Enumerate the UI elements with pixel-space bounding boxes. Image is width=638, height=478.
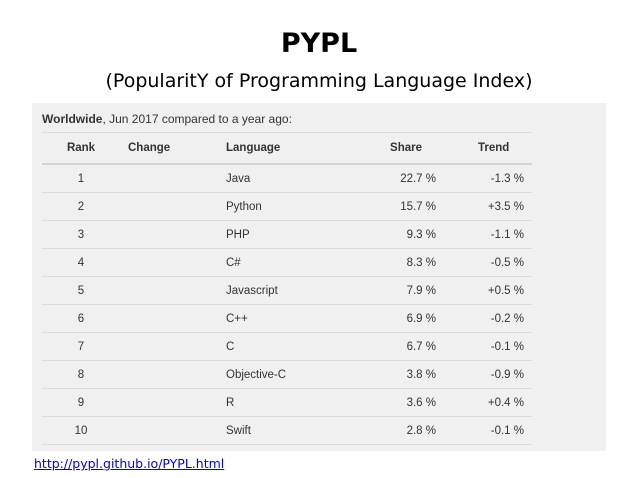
table-row: 10 Swift 2.8 % -0.1 % (42, 416, 532, 445)
column-header-trend: Trend (444, 132, 532, 165)
language-cell: Swift (218, 416, 346, 445)
slide-title: PYPL (280, 28, 358, 59)
table-row: 4 C# 8.3 % -0.5 % (42, 248, 532, 277)
share-cell: 6.7 % (346, 332, 444, 361)
trend-cell: -0.1 % (444, 332, 532, 361)
column-header-change: Change (120, 132, 218, 165)
change-cell (120, 164, 218, 193)
slide-subtitle: (PopularitY of Programming Language Inde… (105, 70, 533, 92)
change-cell (120, 276, 218, 305)
share-cell: 2.8 % (346, 416, 444, 445)
share-cell: 7.9 % (346, 276, 444, 305)
trend-cell: +0.5 % (444, 276, 532, 305)
rank-cell: 3 (42, 220, 120, 249)
language-cell: Javascript (218, 276, 346, 305)
language-cell: Python (218, 192, 346, 221)
rank-cell: 4 (42, 248, 120, 277)
change-cell (120, 220, 218, 249)
table-row: 6 C++ 6.9 % -0.2 % (42, 304, 532, 333)
rank-cell: 8 (42, 360, 120, 389)
table-row: 5 Javascript 7.9 % +0.5 % (42, 276, 532, 305)
share-cell: 9.3 % (346, 220, 444, 249)
share-cell: 3.6 % (346, 388, 444, 417)
change-cell (120, 360, 218, 389)
table-row: 1 Java 22.7 % -1.3 % (42, 164, 532, 193)
column-header-rank: Rank (42, 132, 120, 165)
rank-cell: 2 (42, 192, 120, 221)
language-cell: R (218, 388, 346, 417)
trend-cell: +0.4 % (444, 388, 532, 417)
change-cell (120, 388, 218, 417)
share-cell: 15.7 % (346, 192, 444, 221)
ranking-table: Rank Change Language Share Trend 1 Java 22… (42, 132, 532, 445)
table-row: 8 Objective-C 3.8 % -0.9 % (42, 360, 532, 389)
rank-cell: 1 (42, 164, 120, 193)
change-cell (120, 332, 218, 361)
share-cell: 3.8 % (346, 360, 444, 389)
ranking-table-body: 1 Java 22.7 % -1.3 % 2 Python 15.7 % +3.5 % 3 PHP… (42, 164, 532, 445)
source-link[interactable]: http://pypl.github.io/PYPL.html (34, 456, 225, 471)
language-cell: C++ (218, 304, 346, 333)
ranking-caption: Worldwide, Jun 2017 compared to a year a… (42, 111, 292, 127)
rank-cell: 9 (42, 388, 120, 417)
language-cell: C# (218, 248, 346, 277)
rank-cell: 10 (42, 416, 120, 445)
change-cell (120, 248, 218, 277)
share-cell: 6.9 % (346, 304, 444, 333)
trend-cell: -0.2 % (444, 304, 532, 333)
trend-cell: -1.3 % (444, 164, 532, 193)
language-cell: C (218, 332, 346, 361)
rank-cell: 5 (42, 276, 120, 305)
column-header-language: Language (218, 132, 346, 165)
table-row: 3 PHP 9.3 % -1.1 % (42, 220, 532, 249)
table-header-row: Rank Change Language Share Trend (42, 132, 532, 165)
language-cell: Objective-C (218, 360, 346, 389)
trend-cell: -0.9 % (444, 360, 532, 389)
share-cell: 8.3 % (346, 248, 444, 277)
change-cell (120, 192, 218, 221)
trend-cell: -1.1 % (444, 220, 532, 249)
ranking-screenshot: Worldwide, Jun 2017 compared to a year a… (32, 103, 606, 451)
caption-region: Worldwide (42, 112, 103, 126)
change-cell (120, 416, 218, 445)
table-row: 7 C 6.7 % -0.1 % (42, 332, 532, 361)
caption-period: , Jun 2017 compared to a year ago: (102, 112, 292, 126)
rank-cell: 7 (42, 332, 120, 361)
language-cell: Java (218, 164, 346, 193)
trend-cell: +3.5 % (444, 192, 532, 221)
column-header-share: Share (346, 132, 444, 165)
trend-cell: -0.5 % (444, 248, 532, 277)
table-row: 2 Python 15.7 % +3.5 % (42, 192, 532, 221)
change-cell (120, 304, 218, 333)
trend-cell: -0.1 % (444, 416, 532, 445)
language-cell: PHP (218, 220, 346, 249)
rank-cell: 6 (42, 304, 120, 333)
table-row: 9 R 3.6 % +0.4 % (42, 388, 532, 417)
share-cell: 22.7 % (346, 164, 444, 193)
